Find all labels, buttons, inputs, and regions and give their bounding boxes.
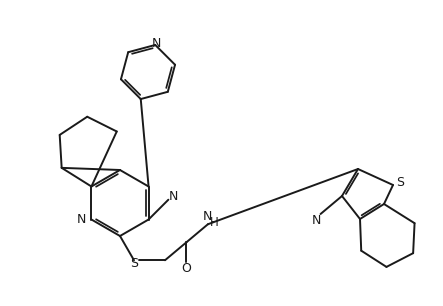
Text: N: N [169, 190, 178, 203]
Text: N: N [312, 215, 321, 227]
Text: N: N [77, 213, 86, 226]
Text: S: S [396, 177, 404, 189]
Text: H: H [210, 216, 218, 229]
Text: S: S [130, 257, 138, 270]
Text: N: N [152, 37, 161, 50]
Text: N: N [203, 210, 213, 223]
Text: O: O [182, 262, 191, 275]
